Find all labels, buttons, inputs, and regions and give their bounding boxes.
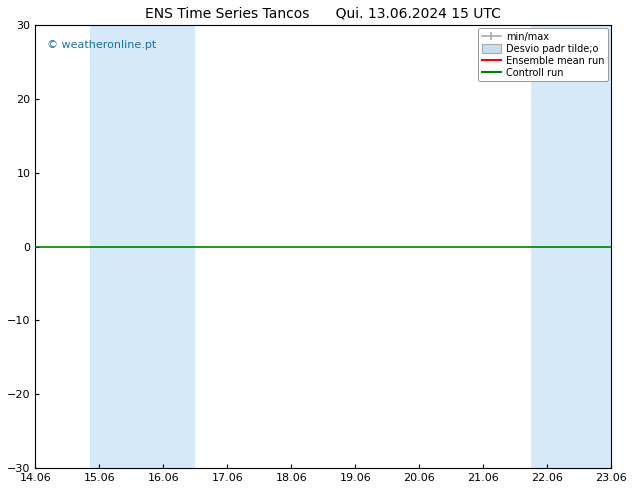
Text: © weatheronline.pt: © weatheronline.pt (47, 40, 156, 50)
Bar (131, 25, 195, 468)
Legend: min/max, Desvio padr tilde;o, Ensemble mean run, Controll run: min/max, Desvio padr tilde;o, Ensemble m… (477, 28, 608, 81)
Bar (579, 25, 611, 468)
Title: ENS Time Series Tancos      Qui. 13.06.2024 15 UTC: ENS Time Series Tancos Qui. 13.06.2024 1… (145, 7, 501, 21)
Bar (531, 25, 579, 468)
Bar (89, 25, 131, 468)
